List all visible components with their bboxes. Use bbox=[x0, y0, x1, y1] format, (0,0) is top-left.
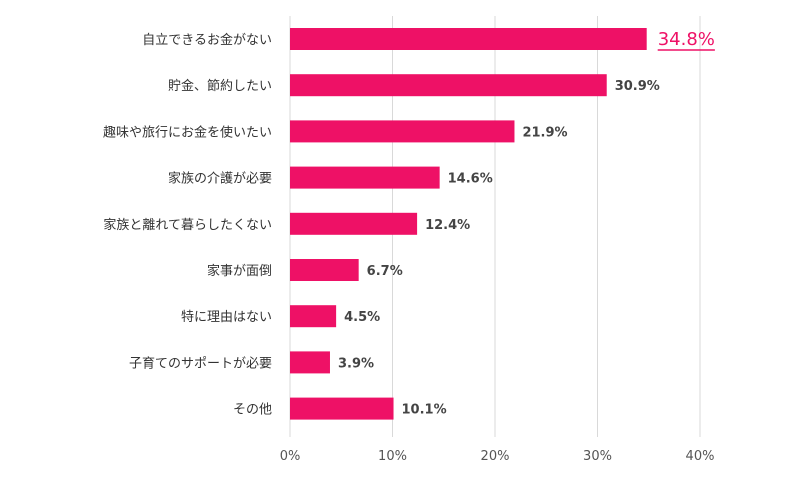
value-labels: 34.8% 30.9% 21.9% 14.6% 12.4% 6.7% 4.5% 3.9% 10.… bbox=[338, 29, 715, 418]
category-label: 家事が面倒 bbox=[207, 263, 272, 279]
category-label: 子育てのサポートが必要 bbox=[129, 355, 272, 371]
bar bbox=[290, 351, 330, 374]
bar bbox=[290, 120, 515, 143]
value-label: 12.4% bbox=[425, 218, 470, 233]
value-label: 14.6% bbox=[448, 172, 493, 187]
x-tick-label: 0% bbox=[280, 449, 301, 464]
bar bbox=[290, 74, 607, 97]
category-label: 貯金、節約したい bbox=[168, 78, 272, 94]
value-label: 3.9% bbox=[338, 356, 374, 371]
value-label: 10.1% bbox=[402, 403, 447, 418]
category-label: 趣味や旅行にお金を使いたい bbox=[103, 124, 272, 140]
value-label: 30.9% bbox=[615, 79, 660, 94]
bar bbox=[290, 28, 647, 50]
category-label: 家族の介護が必要 bbox=[168, 171, 272, 187]
x-tick-label: 40% bbox=[686, 449, 715, 464]
value-label: 4.5% bbox=[344, 310, 380, 325]
bar bbox=[290, 259, 359, 281]
value-label: 6.7% bbox=[367, 264, 403, 279]
value-label-highlight: 34.8% bbox=[658, 29, 715, 50]
x-tick-label: 20% bbox=[481, 449, 510, 464]
category-label: 自立できるお金がない bbox=[142, 32, 272, 48]
category-labels: 自立できるお金がない貯金、節約したい趣味や旅行にお金を使いたい家族の介護が必要家… bbox=[103, 32, 272, 418]
category-label: 家族と離れて暮らしたくない bbox=[103, 217, 272, 233]
bar bbox=[290, 212, 418, 235]
bar bbox=[290, 397, 394, 420]
bars bbox=[290, 28, 647, 420]
bar bbox=[290, 166, 440, 189]
value-label: 21.9% bbox=[522, 125, 567, 140]
x-tick-label: 10% bbox=[378, 449, 407, 464]
bar bbox=[290, 305, 337, 328]
category-label: 特に理由はない bbox=[181, 310, 272, 325]
x-axis-tick-labels: 0% 10% 20% 30% 40% bbox=[280, 449, 715, 464]
category-label: その他 bbox=[233, 403, 272, 418]
x-tick-label: 30% bbox=[583, 449, 612, 464]
